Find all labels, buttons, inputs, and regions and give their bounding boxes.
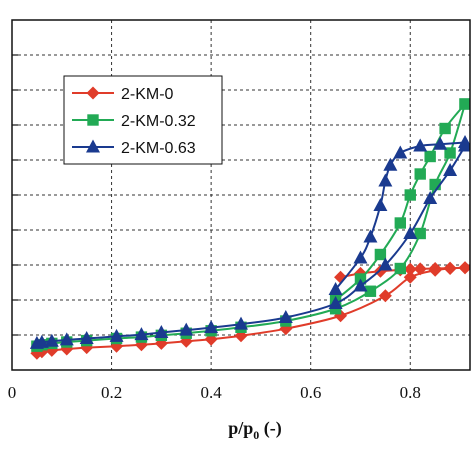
legend-item: 2-KM-0 (72, 86, 174, 103)
data-point (373, 198, 388, 211)
x-tick-label: 0.8 (400, 383, 421, 402)
data-point (353, 250, 368, 264)
x-tick-label: 0.4 (201, 383, 223, 402)
data-point (404, 189, 416, 201)
data-point (458, 135, 470, 148)
series-line-desorption (334, 141, 466, 291)
data-point (424, 150, 436, 163)
data-point (353, 278, 368, 292)
x-tick-label: 0.2 (101, 383, 122, 402)
data-point (458, 261, 470, 275)
data-point (378, 257, 393, 271)
data-point (383, 157, 398, 171)
data-point (393, 145, 408, 159)
series-2-KM-0.63 (29, 135, 470, 349)
data-point (34, 334, 49, 348)
data-point (234, 316, 248, 330)
legend-label: 2-KM-0.63 (121, 140, 196, 157)
data-point (443, 163, 458, 176)
x-tick-label: 0.6 (300, 383, 321, 402)
series-layer (29, 98, 470, 360)
data-point (433, 136, 448, 150)
legend-item: 2-KM-0.32 (72, 113, 196, 130)
plot-frame (11, 19, 471, 371)
legend-marker (86, 86, 100, 100)
x-axis-title: p/p0 (-) (228, 418, 282, 442)
legend-item: 2-KM-0.63 (72, 139, 196, 157)
data-point (134, 327, 149, 341)
data-point (413, 262, 427, 276)
data-point (459, 98, 470, 110)
data-point (278, 310, 293, 323)
data-point (443, 261, 457, 275)
data-point (328, 296, 343, 309)
data-point (363, 229, 378, 243)
data-point (394, 217, 407, 229)
legend-marker (86, 139, 100, 153)
data-point (394, 262, 407, 275)
legend-label: 2-KM-0.32 (121, 113, 196, 130)
data-point (414, 227, 426, 240)
data-point (428, 262, 442, 275)
data-point (328, 282, 343, 295)
data-point (414, 168, 426, 180)
data-point (403, 226, 418, 239)
data-point (403, 270, 417, 284)
data-point (378, 173, 393, 187)
data-point (439, 122, 451, 135)
data-point (179, 322, 194, 336)
data-point (44, 333, 59, 347)
legend: 2-KM-0 2-KM-0.32 2-KM-0.63 (63, 75, 223, 165)
data-point (59, 332, 74, 346)
data-point (444, 147, 456, 159)
data-point (364, 285, 377, 297)
data-point (423, 191, 438, 204)
data-point (154, 325, 169, 339)
data-point (413, 138, 428, 152)
data-point (109, 328, 124, 342)
legend-marker (87, 114, 99, 126)
data-point (374, 248, 387, 261)
data-point (204, 320, 219, 334)
x-axis-ticks: 0 0.2 0.4 0.6 0.8 (8, 383, 421, 402)
data-point (79, 331, 94, 344)
data-point (403, 262, 417, 276)
legend-label: 2-KM-0 (121, 86, 174, 103)
data-point (378, 289, 392, 303)
x-tick-label: 0 (8, 383, 17, 402)
data-point (429, 178, 441, 191)
